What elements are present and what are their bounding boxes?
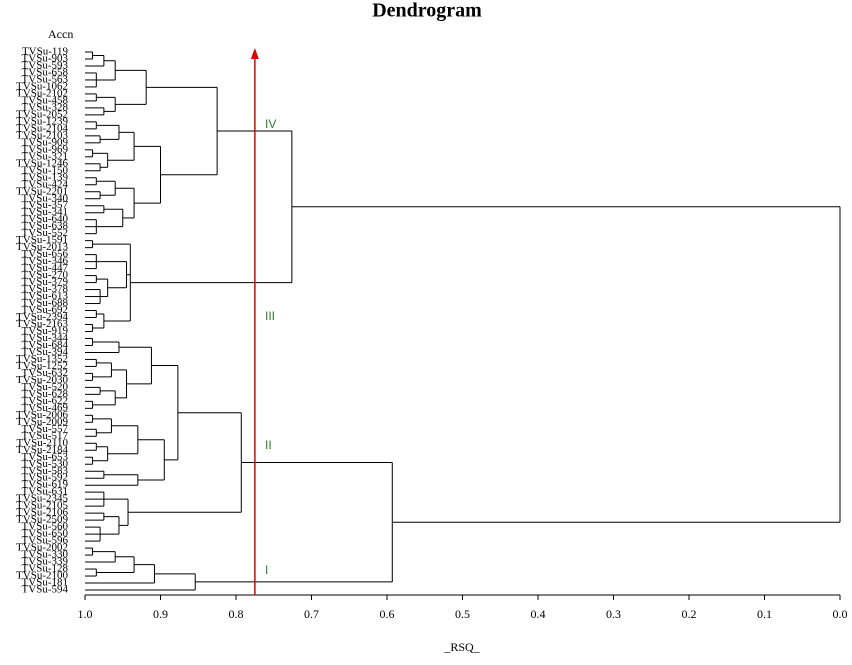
leaf-label: TVSu-653 <box>22 451 69 463</box>
leaf-label: TVSu-969 <box>22 143 69 155</box>
leaf-label: TVSu-688 <box>22 297 69 309</box>
leaf-label: TVSu-594 <box>22 584 69 596</box>
x-tick-label: 0.9 <box>153 607 168 621</box>
leaf-label: TVSu-341 <box>22 206 68 218</box>
leaf-label: TVSu-2103 <box>16 129 68 141</box>
leaf-label: TVSu-613 <box>22 290 69 302</box>
leaf-label: TVSu-447 <box>22 262 69 274</box>
leaf-label: TVSu-128 <box>22 563 69 575</box>
cluster-label: II <box>265 438 272 452</box>
leaf-label: TVSu-619 <box>22 479 69 491</box>
cluster-label: IV <box>265 117 276 131</box>
leaf-label: TVSu-1252 <box>16 360 68 372</box>
x-tick-label: 0.6 <box>380 607 395 621</box>
leaf-label: TVSu-2013 <box>16 241 68 253</box>
leaf-label: TVSu-321 <box>22 150 68 162</box>
leaf-label: TVSu-2184 <box>16 444 68 456</box>
x-tick-label: 0.3 <box>606 607 621 621</box>
leaf-label: TVSu-330 <box>22 549 69 561</box>
cut-arrow <box>250 48 259 59</box>
leaf-label: TVSu-2201 <box>16 185 68 197</box>
leaf-label: TVSu-1352 <box>16 353 68 365</box>
cluster-label: I <box>265 563 268 577</box>
leaf-label: TVSu-684 <box>22 339 69 351</box>
leaf-label: TVSu-378 <box>22 283 69 295</box>
x-tick-label: 0.4 <box>531 607 546 621</box>
x-tick-label: 0.8 <box>229 607 244 621</box>
leaf-label: TVSu-1239 <box>16 115 68 127</box>
leaf-label: TVSu-394 <box>22 346 69 358</box>
cluster-label: III <box>265 309 275 323</box>
x-axis-label: _RSQ_ <box>443 640 480 654</box>
x-tick-label: 0.5 <box>455 607 470 621</box>
leaf-label: TVSu-557 <box>22 423 69 435</box>
leaf-label: TVSu-339 <box>22 556 69 568</box>
leaf-label: TVSu-656 <box>22 248 69 260</box>
leaf-label: TVSu-139 <box>22 171 69 183</box>
leaf-label: TVSu-2345 <box>16 493 68 505</box>
leaf-label: TVSu-270 <box>22 269 69 281</box>
leaf-label: TVSu-469 <box>22 402 69 414</box>
leaf-label: TVSu-2394 <box>16 311 68 323</box>
leaf-label: TVSu-346 <box>22 255 69 267</box>
leaf-label: TVSu-344 <box>22 332 69 344</box>
x-tick-label: 1.0 <box>78 607 93 621</box>
leaf-label: TVSu-919 <box>22 325 69 337</box>
leaf-label: TVSu-2110 <box>16 437 68 449</box>
leaf-label: TVSu-424 <box>22 178 69 190</box>
leaf-label: TVSu-328 <box>22 101 69 113</box>
leaf-label: TVSu-181 <box>22 577 68 589</box>
leaf-label: TVSu-563 <box>22 73 69 85</box>
leaf-label: TVSu-909 <box>22 136 69 148</box>
leaf-label: TVSu-520 <box>22 381 69 393</box>
leaf-label: TVSu-119 <box>22 46 69 58</box>
leaf-label: TVSu-2100 <box>16 570 68 582</box>
leaf-label: TVSu-2105 <box>16 500 68 512</box>
leaf-label: TVSu-640 <box>22 213 69 225</box>
leaf-label: TVSu-379 <box>22 276 69 288</box>
leaf-label: TVSu-340 <box>22 192 69 204</box>
leaf-label: TVSu-638 <box>22 220 69 232</box>
leaf-label: TVSu-150 <box>22 164 69 176</box>
leaf-label: TVSu-1246 <box>16 157 68 169</box>
leaf-label: TVSu-2009 <box>16 416 68 428</box>
leaf-label: TVSu-593 <box>22 60 69 72</box>
leaf-label: TVSu-517 <box>22 430 69 442</box>
leaf-label: TVSu-628 <box>22 388 69 400</box>
leaf-label: TVSu-552 <box>22 227 68 239</box>
leaf-label: TVSu-2030 <box>16 374 68 386</box>
leaf-label: TVSu-903 <box>22 53 69 65</box>
leaf-label: TVSu-658 <box>22 66 69 78</box>
leaf-label: TVSu-583 <box>22 465 69 477</box>
leaf-label: TVSu-692 <box>22 304 68 316</box>
leaf-label: TVSu-2006 <box>16 409 68 421</box>
leaf-label: TVSu-1062 <box>16 80 68 92</box>
leaf-label: TVSu-458 <box>22 94 69 106</box>
leaf-label: TVSu-2106 <box>16 507 68 519</box>
leaf-label: TVSu-632 <box>22 367 68 379</box>
leaf-label: TVSu-622 <box>22 395 68 407</box>
leaf-label: TVSu-2509 <box>16 514 68 526</box>
leaf-label: TVSu-596 <box>22 535 69 547</box>
x-tick-label: 0.2 <box>682 607 697 621</box>
leaf-label: TVSu-530 <box>22 458 69 470</box>
leaf-label: TVSu-2002 <box>16 542 68 554</box>
leaf-label: TVSu-2102 <box>16 87 68 99</box>
leaf-label: TVSu-560 <box>22 521 69 533</box>
leaf-label: TVSu-650 <box>22 528 69 540</box>
y-axis-label: Accn <box>48 27 73 41</box>
chart-title: Dendrogram <box>372 0 482 22</box>
x-tick-label: 0.7 <box>304 607 319 621</box>
leaf-label: TVSu-1591 <box>16 234 68 246</box>
leaf-label: TVSu-2052 <box>16 108 68 120</box>
leaf-label: TVSu-2104 <box>16 122 68 134</box>
leaf-label: TVSu-2163 <box>16 318 68 330</box>
leaf-label: TVSu-631 <box>22 486 68 498</box>
x-tick-label: 0.1 <box>757 607 772 621</box>
x-tick-label: 0.0 <box>833 607 848 621</box>
leaf-label: TVSu-592 <box>22 472 68 484</box>
leaf-label: TVSu-357 <box>22 199 69 211</box>
